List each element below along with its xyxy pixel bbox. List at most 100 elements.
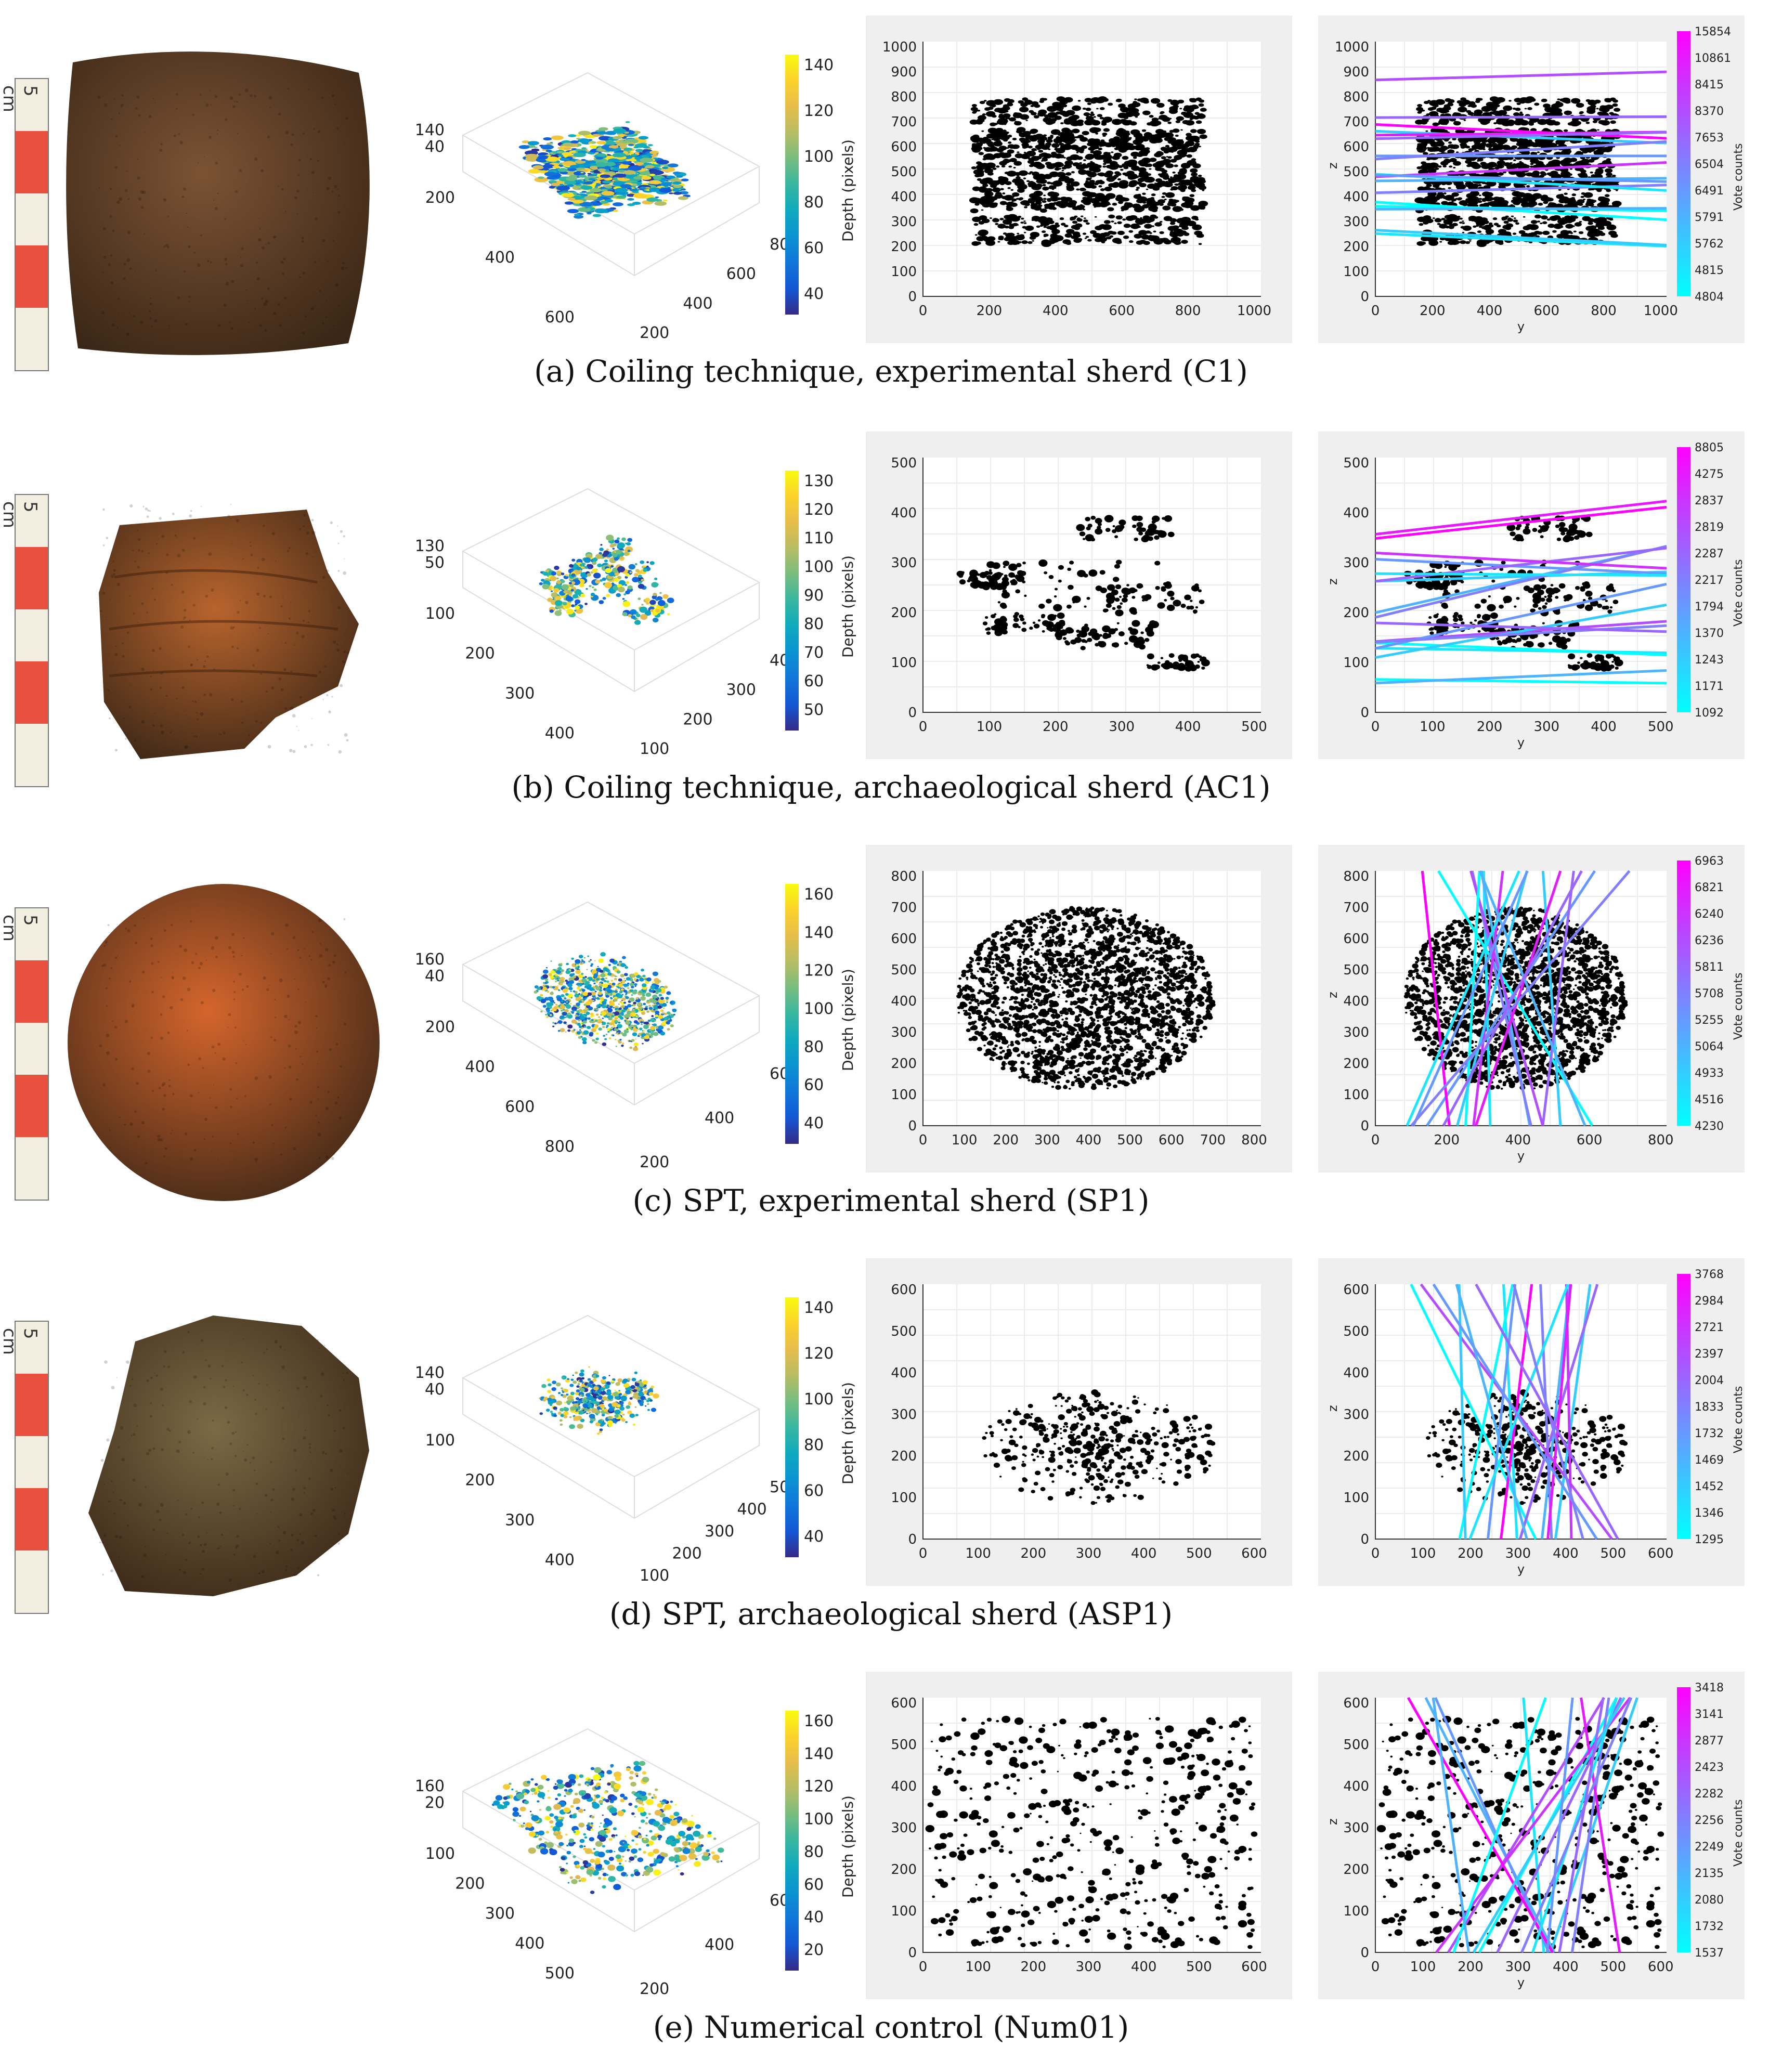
depth-point (628, 144, 634, 146)
depth-point (653, 618, 659, 622)
pore-point (1114, 153, 1122, 158)
texture-speck (341, 267, 344, 270)
texture-speck (140, 190, 144, 194)
pore-point (1008, 564, 1017, 571)
pore-point (1021, 218, 1024, 220)
depth-point (646, 198, 658, 202)
texture-speck (187, 226, 188, 228)
pore-point (1077, 120, 1084, 124)
depth-point (628, 585, 633, 590)
pore-point (1170, 203, 1176, 206)
pore-point (1036, 226, 1040, 228)
pore-point (1137, 522, 1143, 527)
pore-point (1566, 219, 1572, 223)
pore-point (1184, 105, 1190, 109)
depth-point (605, 568, 612, 573)
depth-point (622, 612, 628, 616)
pore-point (1102, 165, 1106, 167)
depth-point (582, 567, 585, 569)
pore-point (1070, 640, 1076, 645)
texture-speck (148, 552, 150, 554)
pore-point (1094, 127, 1101, 132)
texture-speck (119, 113, 120, 114)
depth-point (608, 184, 613, 186)
pore-point (1174, 164, 1178, 167)
texture-speck (311, 718, 313, 719)
depth-point (616, 550, 622, 554)
pore-point (1097, 114, 1102, 117)
texture-speck (275, 561, 276, 562)
pore-point (1091, 120, 1100, 126)
pore-point (1457, 100, 1463, 104)
pore-point (1515, 223, 1519, 225)
texture-speck (312, 531, 316, 535)
pore-point (1106, 121, 1110, 123)
pore-point (1187, 154, 1192, 158)
texture-speck (278, 186, 279, 187)
depth-point (645, 187, 651, 189)
pore-point (1006, 147, 1009, 149)
pore-point (1114, 171, 1120, 174)
pore-point (1564, 129, 1568, 132)
pore-point (1157, 602, 1165, 608)
texture-speck (159, 517, 161, 519)
z-tick: 40 (425, 138, 445, 156)
texture-speck (196, 712, 198, 713)
x-tick: 800 (1175, 303, 1201, 319)
pore-point (1095, 518, 1102, 524)
pore-point (1116, 128, 1127, 135)
pore-point (1142, 599, 1145, 602)
texture-speck (327, 261, 329, 263)
depth-point (625, 573, 629, 577)
pore-point (1435, 218, 1440, 221)
pore-point (1431, 107, 1437, 110)
pore-point (1121, 210, 1124, 212)
texture-speck (203, 694, 206, 696)
pore-point (1043, 226, 1047, 228)
y-tick: 600 (891, 139, 917, 155)
texture-speck (118, 298, 120, 300)
pore-point (1162, 170, 1165, 172)
pore-point (1152, 520, 1156, 524)
pore-point (1027, 160, 1034, 164)
pore-point (1061, 132, 1064, 134)
pore-point (1190, 115, 1196, 120)
pore-point (1154, 153, 1162, 158)
pore-point (1122, 156, 1129, 160)
y-tick: 200 (891, 605, 917, 621)
pore-point (1188, 188, 1191, 189)
texture-speck (281, 261, 284, 264)
pore-point (1038, 604, 1045, 609)
pore-point (1032, 184, 1037, 187)
texture-speck (308, 89, 309, 90)
right-axis-tick: 100 (640, 740, 669, 758)
depth-point (639, 607, 647, 613)
texture-speck (188, 295, 190, 297)
pore-point (1060, 217, 1064, 220)
pore-point (1034, 115, 1039, 118)
pore-point (1161, 196, 1165, 198)
pore-point (993, 218, 998, 221)
pore-point (1077, 238, 1082, 241)
pore-point (1019, 107, 1029, 112)
pore-point (1186, 181, 1191, 184)
pore-point (1155, 167, 1162, 171)
pore-point (1167, 226, 1176, 231)
texture-speck (154, 319, 158, 323)
depth-point (561, 584, 569, 590)
depth-point (668, 163, 679, 167)
pore-point (1131, 112, 1140, 116)
pore-point (991, 100, 993, 102)
pore-point (1117, 622, 1120, 624)
texture-speck (261, 297, 263, 299)
pore-point (1435, 99, 1445, 105)
pore-point (1610, 98, 1616, 101)
depth-point (624, 178, 627, 179)
pore-point (1463, 226, 1472, 231)
texture-speck (135, 271, 136, 272)
pore-point (1048, 186, 1053, 189)
pore-point (1143, 241, 1150, 245)
texture-speck (153, 98, 154, 99)
texture-speck (311, 519, 314, 522)
pore-point (1416, 241, 1424, 246)
